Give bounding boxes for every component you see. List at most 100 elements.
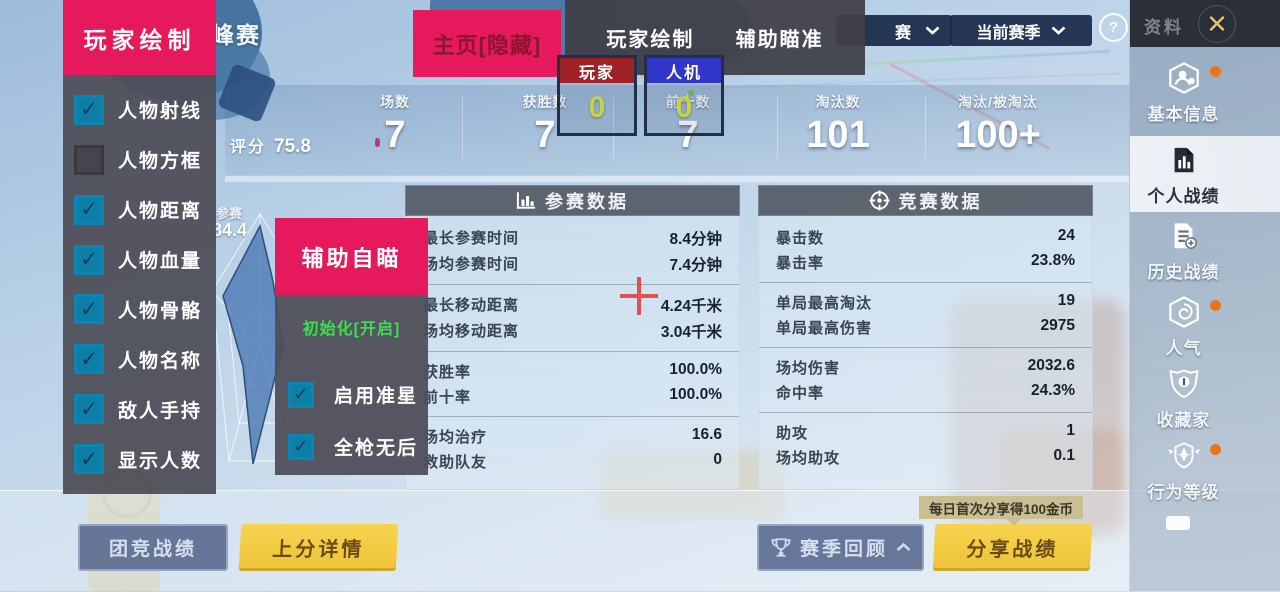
stat-row: 获胜率 100.0% [406,359,739,384]
tab-aim-assist[interactable]: 辅助瞄准 [735,29,824,51]
bot-counter-label: 人机 [647,58,721,83]
stat-row: 命中率 24.3% [759,380,1092,405]
checkbox-checked-icon[interactable]: ✓ [74,294,104,325]
draw-option-label: 敌人手持 [118,400,203,422]
aim-init-status[interactable]: 初始化[开启] [302,321,401,338]
divider [925,97,926,159]
sidebar-item-profile[interactable]: 基本信息 [1130,54,1280,130]
history-icon [1166,218,1202,254]
stat-value: 101 [806,114,870,156]
checkbox-checked-icon[interactable]: ✓ [288,381,314,408]
stat-row-label: 助攻 [776,425,809,442]
chevron-down-icon [1051,26,1065,35]
badge-dot [1210,300,1221,311]
stat-column: 前十数 7 [666,92,711,158]
aim-assist-panel-title[interactable]: 辅助自瞄 [275,218,428,295]
sidebar-item-label: 人气 [1165,338,1202,358]
stat-row-value: 4.24千米 [660,298,722,315]
sidebar-item-label: 基本信息 [1147,104,1220,124]
stat-row: 助攻 1 [759,420,1092,445]
stat-row-label: 场均移动距离 [423,323,520,340]
draw-option[interactable]: ✓ 人物血量 [63,244,216,275]
stat-group: 获胜率 100.0% 前十率 100.0% [406,351,739,416]
divider [613,97,614,159]
team-stats-label: 团竞战绩 [108,539,197,560]
draw-option-label: 人物方框 [118,151,203,173]
draw-option[interactable]: ✓ 显示人数 [63,444,216,474]
panel-title: 参赛数据 [545,191,629,212]
draw-option[interactable]: ✓ 人物骨骼 [63,294,216,325]
sidebar-item-history[interactable]: 历史战绩 [1130,212,1280,288]
personal-stats-icon [1166,142,1202,178]
confetti-dot [375,138,380,147]
competition-data-panel: 竞赛数据 暴击数 24 暴击率 23.8% 单局最高淘汰 19 单局最高伤害 2975 场均伤害 2… [758,185,1093,490]
rating-value: 75.8 [274,136,311,157]
help-icon[interactable]: ? [1099,13,1128,42]
collapse-icon[interactable] [1166,516,1190,530]
radar-value: 84.4 [212,220,248,240]
tab-player-draw[interactable]: 玩家绘制 [606,29,695,51]
stat-row-value: 3.04千米 [660,324,722,341]
divider [225,176,1130,182]
stat-column: 淘汰数 101 [806,92,869,158]
checkbox-checked-icon[interactable]: ✓ [74,344,104,375]
draw-option-label: 人物名称 [118,350,203,372]
checkbox-unchecked-icon[interactable] [74,144,104,175]
player-counter[interactable]: 玩家 0 [557,55,637,136]
draw-option[interactable]: 人物方框 [63,144,216,175]
stat-row-value: 16.6 [691,426,722,443]
sidebar-item-conduct[interactable]: 行为等级 [1130,432,1280,508]
stat-row-label: 前十率 [423,389,472,406]
close-icon[interactable]: ✕ [1198,5,1236,43]
checkbox-checked-icon[interactable]: ✓ [74,94,104,125]
draw-option[interactable]: ✓ 人物名称 [63,344,216,375]
stat-row-value: 2975 [1040,317,1075,334]
stat-row-value: 1 [1066,422,1075,439]
aim-option[interactable]: ✓ 全枪无后 [288,433,418,460]
stat-row-label: 场均参赛时间 [423,256,520,273]
sidebar-item-popularity[interactable]: 人气 [1130,288,1280,364]
draw-option[interactable]: ✓ 敌人手持 [63,394,216,425]
stat-row-label: 单局最高伤害 [776,320,873,337]
rank-details-button[interactable]: 上分详情 [238,524,399,571]
bot-counter[interactable]: 人机 0 [644,55,724,136]
season-dropdown[interactable]: 当前赛季 [950,15,1092,46]
home-hide-button[interactable]: 主页[隐藏] [413,10,561,77]
sidebar-item-collector[interactable]: 收藏家 [1130,360,1280,436]
draw-option-label: 人物血量 [118,251,203,272]
bot-counter-value: 0 [675,91,693,124]
checkbox-checked-icon[interactable]: ✓ [74,244,104,275]
sidebar-header: 资料 ✕ [1130,0,1280,47]
sidebar-item-personal-stats[interactable]: 个人战绩 [1130,136,1280,212]
checkbox-checked-icon[interactable]: ✓ [74,444,104,474]
checkbox-checked-icon[interactable]: ✓ [74,194,104,225]
draw-option[interactable]: ✓ 人物距离 [63,194,216,225]
stat-row-label: 场均伤害 [776,360,841,377]
stat-row-label: 单局最高淘汰 [776,295,873,312]
player-draw-panel: ✓ 人物射线 人物方框 ✓ 人物距离 ✓ 人物血量 ✓ 人物骨骼 ✓ 人物名称 ✓ 敌人手持 ✓ 显示人数 [63,75,216,494]
aim-option[interactable]: ✓ 启用准星 [288,381,418,408]
stat-label: 淘汰/被淘汰 [958,94,1038,110]
panel-title: 竞赛数据 [898,191,983,212]
share-stats-button[interactable]: 分享战绩 [932,524,1093,571]
team-stats-button[interactable]: 团竞战绩 [78,524,228,571]
sidebar-item-label: 收藏家 [1156,410,1211,430]
stat-value: 7 [384,114,406,156]
draw-option[interactable]: ✓ 人物射线 [63,94,216,125]
draw-option-label: 人物距离 [118,201,203,223]
sidebar-title: 资料 [1144,18,1184,37]
draw-option-label: 人物射线 [118,101,203,123]
stat-row: 场均助攻 0.1 [759,445,1092,470]
season-review-button[interactable]: 赛季回顾 [757,524,924,571]
aim-assist-panel: 初始化[开启] ✓ 启用准星 ✓ 全枪无后 [275,295,428,475]
stat-group: 最长参赛时间 8.4分钟 场均参赛时间 7.4分钟 [406,218,739,284]
divider [462,97,463,159]
checkbox-checked-icon[interactable]: ✓ [74,394,104,425]
player-draw-panel-title[interactable]: 玩家绘制 [63,0,216,75]
stat-row: 单局最高伤害 2975 [759,315,1092,340]
stat-row-value: 24 [1057,227,1075,244]
profile-icon [1166,60,1202,96]
collector-icon [1166,366,1202,402]
checkbox-checked-icon[interactable]: ✓ [288,433,314,460]
